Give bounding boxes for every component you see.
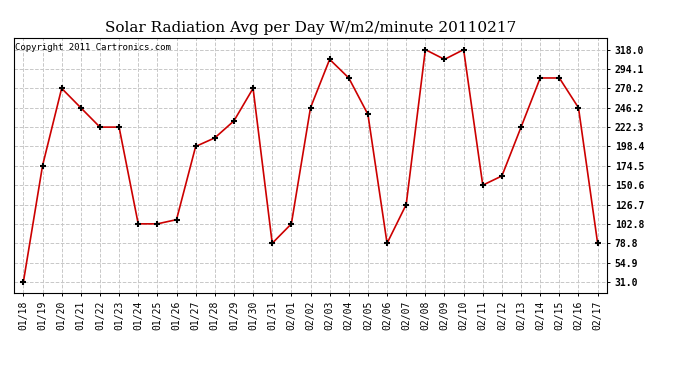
Title: Solar Radiation Avg per Day W/m2/minute 20110217: Solar Radiation Avg per Day W/m2/minute …	[105, 21, 516, 35]
Text: Copyright 2011 Cartronics.com: Copyright 2011 Cartronics.com	[15, 43, 171, 52]
